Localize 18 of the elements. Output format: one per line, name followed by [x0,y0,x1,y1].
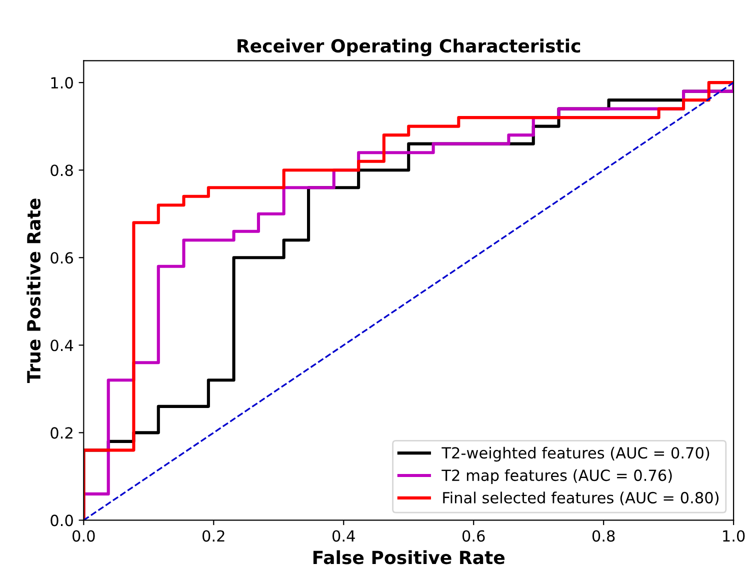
x-tick-label: 0.4 [332,530,355,542]
x-axis-title: False Positive Rate [313,550,505,564]
y-tick-label: 0.0 [50,514,73,526]
y-tick-label: 0.2 [50,427,72,439]
legend-label: T2-weighted features (AUC = 0.70) [442,446,710,462]
x-tick-label: 1.0 [723,530,745,542]
y-tick-label: 0.4 [50,340,74,352]
legend-label: T2 map features (AUC = 0.76) [442,469,672,484]
y-axis-title: True Positive Rate [26,198,41,383]
x-tick-label: 0.6 [462,530,485,542]
y-tick-label: 0.8 [50,164,73,176]
x-tick-label: 0.8 [592,530,615,542]
chart-title: Receiver Operating Characteristic [238,38,580,56]
legend-label: Final selected features (AUC = 0.80) [443,492,718,506]
y-tick-label: 0.6 [50,252,73,264]
x-tick-label: 0.0 [72,530,95,542]
y-tick-label: 1.0 [51,77,73,89]
x-tick-label: 0.2 [202,530,224,542]
